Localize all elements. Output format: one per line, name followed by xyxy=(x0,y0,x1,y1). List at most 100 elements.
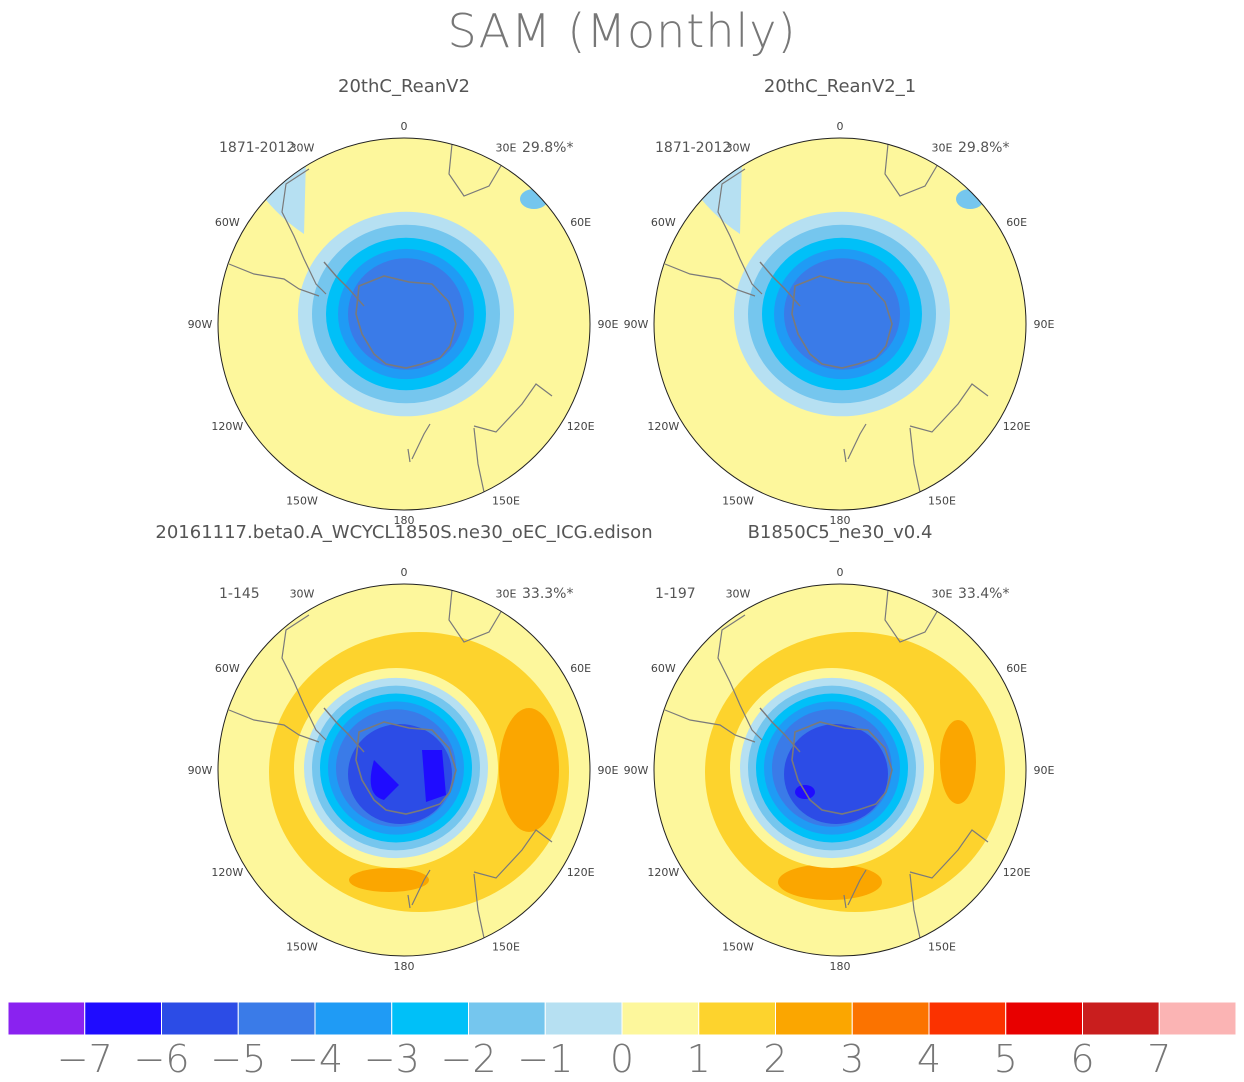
contour-fill xyxy=(784,258,900,370)
contour-fill xyxy=(520,189,548,209)
colorbar-swatch xyxy=(928,1001,1007,1036)
lon-label-60W: 60W xyxy=(651,662,676,675)
map-boundary xyxy=(653,137,1027,511)
colorbar-tick-label: 4 xyxy=(917,1037,941,1081)
colorbar-swatch xyxy=(1158,1001,1237,1036)
colorbar-tick-label: 7 xyxy=(1147,1037,1171,1081)
panel-title: B1850C5_ne30_v0.4 xyxy=(748,522,933,543)
lon-label-60W: 60W xyxy=(651,216,676,229)
colorbar-tick-label: −1 xyxy=(517,1037,573,1081)
panel-title: 20161117.beta0.A_WCYCL1850S.ne30_oEC_ICG… xyxy=(155,522,652,543)
contour-fill xyxy=(784,724,888,824)
map-panel: 0 180 30E 30W 60E 60W 90E 90W 120E 120W 150E 150W 20… xyxy=(188,76,619,527)
south-america-coastline xyxy=(228,168,327,297)
south-america-coastline xyxy=(664,168,763,297)
lon-label-90E: 90E xyxy=(598,764,619,777)
colorbar-tick-label: −3 xyxy=(364,1037,420,1081)
lon-label-150W: 150W xyxy=(722,941,754,954)
colorbar-tick-label: −2 xyxy=(440,1037,496,1081)
panel-title: 20thC_ReanV2_1 xyxy=(764,76,916,97)
lon-label-120W: 120W xyxy=(647,866,679,879)
new-zealand-coastline xyxy=(843,869,867,909)
colorbar-swatch xyxy=(1082,1001,1160,1036)
lon-label-60E: 60E xyxy=(570,662,591,675)
africa-coastline xyxy=(448,589,503,643)
contour-fill xyxy=(422,750,446,802)
colorbar-tick-label: 0 xyxy=(610,1037,634,1081)
colorbar-tick-label: 3 xyxy=(840,1037,864,1081)
antarctica-coastline xyxy=(791,275,893,369)
lon-label-90W: 90W xyxy=(188,318,213,331)
lon-label-30W: 30W xyxy=(290,141,315,154)
colorbar-swatch xyxy=(775,1001,853,1036)
colorbar-tick-label: 6 xyxy=(1070,1037,1094,1081)
colorbar-swatch xyxy=(851,1001,930,1036)
lon-label-60E: 60E xyxy=(1006,662,1027,675)
antarctic-peninsula xyxy=(759,707,801,753)
lon-label-180: 180 xyxy=(394,960,415,973)
colorbar-tick-label: 2 xyxy=(763,1037,787,1081)
lon-label-120W: 120W xyxy=(211,420,243,433)
lon-label-90E: 90E xyxy=(598,318,619,331)
colorbar-tick-label: −4 xyxy=(287,1037,343,1081)
map-boundary xyxy=(217,583,591,957)
panel-percent: 33.3%* xyxy=(522,586,573,602)
lon-label-90W: 90W xyxy=(188,764,213,777)
colorbar-swatch xyxy=(84,1001,162,1036)
contour-fill xyxy=(778,864,882,900)
new-zealand-coastline xyxy=(843,423,867,463)
lon-label-120W: 120W xyxy=(211,866,243,879)
colorbar-tick-label: 5 xyxy=(994,1037,1018,1081)
lon-label-90E: 90E xyxy=(1034,318,1055,331)
africa-coastline xyxy=(884,589,939,643)
lon-label-150E: 150E xyxy=(928,941,956,954)
south-america-coastline xyxy=(228,614,327,743)
lon-label-60E: 60E xyxy=(570,216,591,229)
lon-label-90E: 90E xyxy=(1034,764,1055,777)
panel-percent: 29.8%* xyxy=(522,140,573,156)
map-panel: 0 180 30E 30W 60E 60W 90E 90W 120E 120W 150E 150W 20… xyxy=(155,522,652,973)
lon-label-30W: 30W xyxy=(726,587,751,600)
lon-label-60W: 60W xyxy=(215,216,240,229)
lon-label-180: 180 xyxy=(394,514,415,527)
lon-label-150W: 150W xyxy=(286,495,318,508)
africa-coastline xyxy=(884,143,939,197)
lon-label-0: 0 xyxy=(401,566,408,579)
lon-label-150E: 150E xyxy=(928,495,956,508)
lon-label-150W: 150W xyxy=(722,495,754,508)
new-zealand-coastline xyxy=(407,423,431,463)
contour-fill xyxy=(349,868,429,892)
lon-label-150E: 150E xyxy=(492,941,520,954)
lon-label-60W: 60W xyxy=(215,662,240,675)
lon-label-0: 0 xyxy=(401,120,408,133)
colorbar-swatch xyxy=(237,1001,316,1036)
lon-label-120W: 120W xyxy=(647,420,679,433)
colorbar-tick-label: 1 xyxy=(687,1037,711,1081)
antarctic-peninsula xyxy=(323,261,365,307)
map-fill xyxy=(218,138,590,510)
colorbar: −7 −6 −5 −4 −3 −2 −1 0 1 2 3 4 5 6 7 xyxy=(7,1001,1237,1081)
panel-title: 20thC_ReanV2 xyxy=(338,76,470,97)
map-fill xyxy=(654,584,1026,956)
lon-label-30W: 30W xyxy=(726,141,751,154)
contour-fill xyxy=(499,708,559,832)
map-boundary xyxy=(653,583,1027,957)
colorbar-tick-label: −5 xyxy=(210,1037,266,1081)
new-zealand-coastline xyxy=(407,869,431,909)
lon-label-150W: 150W xyxy=(286,941,318,954)
colorbar-tick-label: −6 xyxy=(133,1037,189,1081)
map-fill xyxy=(218,584,590,956)
contour-fill xyxy=(370,760,399,800)
lon-label-30E: 30E xyxy=(496,587,517,600)
lon-label-90W: 90W xyxy=(624,764,649,777)
panel-years: 1-197 xyxy=(655,586,696,602)
lon-label-150E: 150E xyxy=(492,495,520,508)
lon-label-120E: 120E xyxy=(567,420,595,433)
panel-percent: 29.8%* xyxy=(958,140,1009,156)
lon-label-180: 180 xyxy=(830,514,851,527)
colorbar-tick-label: −7 xyxy=(57,1037,113,1081)
antarctica-coastline xyxy=(791,721,893,815)
contour-fill xyxy=(940,720,976,804)
contour-fill xyxy=(348,258,464,370)
